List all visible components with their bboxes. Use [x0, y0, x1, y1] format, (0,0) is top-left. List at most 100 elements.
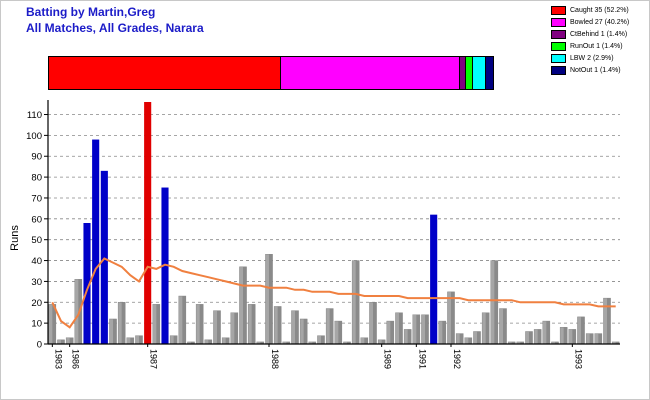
- bar-shade: [381, 339, 386, 344]
- bar-shade: [537, 329, 542, 344]
- y-tick-label: 50: [31, 235, 42, 246]
- bar-shade: [156, 304, 160, 344]
- legend-item: LBW 2 (2.9%): [551, 53, 629, 64]
- y-tick-label: 10: [31, 319, 42, 330]
- dismissal-legend: Caught 35 (52.2%) Bowled 27 (40.2%) CtBehi…: [551, 5, 629, 77]
- legend-label: NotOut 1 (1.4%): [570, 67, 621, 74]
- x-tick-label: 1991: [417, 349, 427, 369]
- stack-segment: [459, 57, 467, 89]
- bar-shade: [399, 312, 403, 344]
- bar-shade: [61, 339, 65, 344]
- legend-swatch: [551, 66, 566, 75]
- bar-shade: [373, 302, 377, 344]
- x-tick-label: 1988: [270, 349, 280, 369]
- bar-shade: [459, 333, 464, 344]
- bar-shade: [329, 308, 334, 344]
- bar-shade: [286, 341, 290, 344]
- y-tick-label: 80: [31, 173, 42, 184]
- bar-shade: [520, 341, 524, 344]
- bar-shade: [52, 304, 56, 344]
- bar-shade: [468, 337, 472, 344]
- bar-shade: [295, 310, 299, 344]
- bar: [92, 139, 100, 344]
- bar-shade: [416, 314, 420, 344]
- legend-swatch: [551, 42, 566, 51]
- y-tick-label: 110: [27, 110, 42, 121]
- x-tick-label: 1989: [383, 349, 393, 369]
- dismissal-stacked-bar: [48, 56, 494, 90]
- bar-shade: [355, 260, 360, 344]
- legend-item: NotOut 1 (1.4%): [551, 65, 629, 76]
- y-tick-label: 0: [37, 340, 42, 351]
- bar-shade: [425, 314, 429, 344]
- bar-shade: [208, 339, 212, 344]
- bar-shade: [121, 302, 126, 344]
- legend-item: RunOut 1 (1.4%): [551, 41, 629, 52]
- bar-shade: [581, 316, 585, 344]
- bar-shade: [234, 312, 238, 344]
- bar-shade: [407, 329, 412, 344]
- x-tick-label: 1983: [53, 349, 63, 369]
- bar-shade: [589, 333, 594, 344]
- chart-title-line-1: Batting by Martin,Greg: [26, 5, 156, 19]
- bar: [430, 214, 438, 344]
- bar-shade: [563, 327, 568, 344]
- bar-shade: [191, 341, 195, 344]
- legend-item: Bowled 27 (40.2%): [551, 17, 629, 28]
- legend-label: LBW 2 (2.9%): [570, 55, 614, 62]
- bar-shade: [390, 321, 394, 344]
- bar-shade: [529, 331, 533, 344]
- bar-shade: [607, 298, 611, 344]
- bar-shade: [217, 310, 221, 344]
- bar-shade: [312, 341, 316, 344]
- legend-swatch: [551, 54, 566, 63]
- bar-shade: [615, 341, 620, 344]
- bar-shade: [598, 333, 602, 344]
- stack-segment: [486, 57, 493, 89]
- y-tick-label: 90: [31, 152, 42, 163]
- stack-segment: [49, 57, 281, 89]
- legend-label: Bowled 27 (40.2%): [570, 19, 630, 26]
- bar-shade: [113, 318, 117, 344]
- bar-shade: [243, 266, 247, 344]
- bar-shade: [555, 341, 559, 344]
- legend-label: Caught 35 (52.2%): [570, 7, 629, 14]
- bar-shade: [173, 335, 178, 344]
- y-tick-label: 40: [31, 256, 42, 267]
- bar-shade: [511, 341, 516, 344]
- bar-shade: [503, 308, 507, 344]
- chart-title-line-2: All Matches, All Grades, Narara: [26, 21, 204, 35]
- legend-label: RunOut 1 (1.4%): [570, 43, 623, 50]
- average-line: [51, 257, 616, 329]
- bar-shade: [338, 321, 342, 344]
- bar-shade: [199, 304, 204, 344]
- bar-shade: [321, 335, 325, 344]
- y-tick-label: 70: [31, 193, 42, 204]
- stack-segment: [473, 57, 487, 89]
- y-tick-label: 100: [26, 131, 42, 142]
- legend-swatch: [551, 18, 566, 27]
- bar-shade: [225, 337, 230, 344]
- bar: [83, 223, 91, 344]
- bar-shade: [494, 260, 498, 344]
- bar-shade: [442, 321, 446, 344]
- bar-shade: [546, 321, 550, 344]
- x-tick-label: 1992: [452, 349, 462, 369]
- stack-segment: [466, 57, 474, 89]
- bar-shade: [451, 291, 455, 344]
- bar-shade: [572, 329, 576, 344]
- bar-shade: [303, 318, 308, 344]
- x-tick-label: 1987: [149, 349, 159, 369]
- bar-shade: [139, 335, 143, 344]
- bar-shade: [347, 341, 351, 344]
- legend-item: CtBehind 1 (1.4%): [551, 29, 629, 40]
- x-tick-label: 1986: [71, 349, 81, 369]
- legend-item: Caught 35 (52.2%): [551, 5, 629, 16]
- bar-shade: [182, 296, 186, 344]
- bar-shade: [69, 337, 74, 344]
- bar-shade: [277, 306, 282, 344]
- bar-shade: [130, 337, 134, 344]
- bar-shade: [364, 337, 368, 344]
- bar-shade: [485, 312, 490, 344]
